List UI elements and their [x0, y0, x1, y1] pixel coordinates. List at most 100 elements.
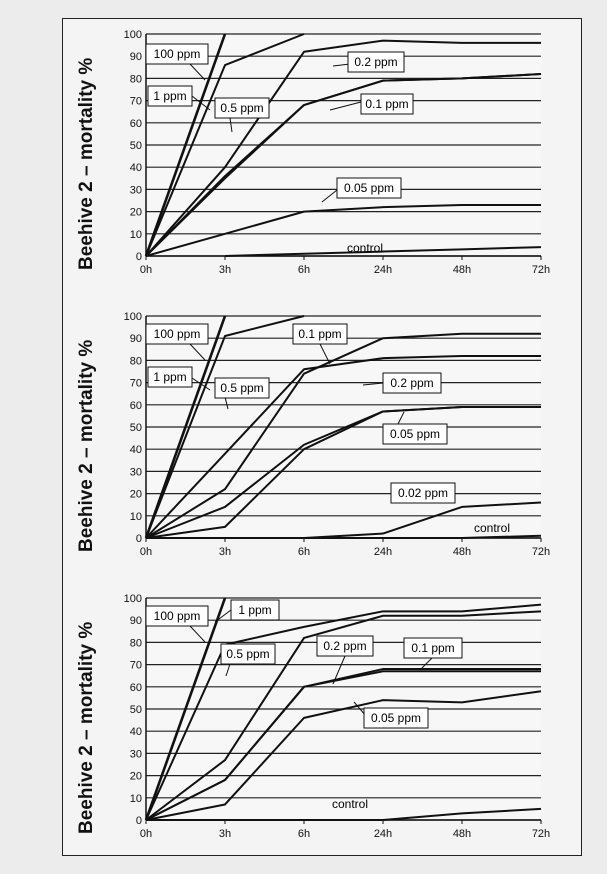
y-tick-label: 80: [130, 355, 142, 367]
y-tick-label: 10: [130, 793, 142, 805]
leader-line: [319, 343, 331, 365]
series-label: 0.2 ppm: [323, 639, 366, 653]
series-label-box: [145, 43, 209, 65]
y-tick-label: 50: [130, 704, 142, 716]
y-tick-label: 30: [130, 466, 142, 478]
series-label: 0.5 ppm: [220, 381, 263, 395]
y-tick-label: 40: [130, 444, 142, 456]
y-tick-label: 50: [130, 422, 142, 434]
leader-line: [329, 101, 362, 111]
y-tick-label: 90: [130, 51, 142, 63]
y-tick-label: 10: [130, 511, 142, 523]
series-line-100-ppm: [144, 597, 227, 821]
series-label: 0.1 ppm: [365, 97, 408, 111]
chart-3-plot: 0 10 20 30 40 50 60 70 80 90 100 0h 3h 6h 24h 48h 72h 100…: [124, 593, 551, 840]
series-line-0_1-ppm: [145, 668, 541, 821]
chart-2-plot: 0 10 20 30 40 50 60 70 80 90 100 0h 3h 6h 24h 48h 72h 100…: [124, 311, 551, 558]
series-label: 1 ppm: [238, 603, 271, 617]
chart-1-plot: 0 10 20 30 40 50 60 70 80 90 100 0h 3h 6h 24h 48h 72h 100…: [124, 29, 551, 276]
y-tick-label: 100: [124, 593, 142, 605]
x-tick-label: 3h: [219, 828, 231, 840]
y-tick-label: 10: [130, 229, 142, 241]
series-line-0_02-ppm: [303, 501, 542, 539]
series-label-box: [347, 51, 405, 73]
series-label: 100 ppm: [154, 609, 201, 623]
x-tick-label: 48h: [453, 264, 471, 276]
chart-panel-3: Beehive 2 – mortality % 0 10 20 30 40 50 60 70 8…: [0, 564, 607, 846]
y-tick-label: 90: [130, 333, 142, 345]
x-tick-label: 6h: [298, 264, 310, 276]
series-label: 0.1 ppm: [411, 641, 454, 655]
series-label: 100 ppm: [154, 327, 201, 341]
leader-line: [214, 609, 232, 623]
series-line-0_1-ppm: [145, 332, 541, 539]
x-tick-label: 6h: [298, 546, 310, 558]
series-label: 0.05 ppm: [390, 427, 440, 441]
series-line-control: [146, 534, 542, 539]
series-label-box: [390, 482, 456, 504]
x-tick-label: 24h: [374, 828, 392, 840]
y-tick-label: 50: [130, 140, 142, 152]
series-label: 0.5 ppm: [226, 647, 269, 661]
series-line-1-ppm: [145, 315, 305, 539]
leader-line: [191, 95, 211, 111]
x-tick-label: 72h: [532, 264, 550, 276]
y-tick-label: 70: [130, 378, 142, 390]
x-tick-label: 0h: [140, 264, 152, 276]
leader-line: [362, 382, 384, 386]
series-label: 0.02 ppm: [398, 486, 448, 500]
x-tick-label: 0h: [140, 546, 152, 558]
leader-line: [189, 63, 206, 81]
series-label-box: [145, 605, 209, 627]
series-label-box: [214, 377, 270, 399]
series-label-box: [214, 97, 270, 119]
series-label-box: [360, 93, 414, 115]
leader-line: [321, 189, 338, 203]
series-line-control: [224, 246, 542, 257]
series-line-100-ppm: [144, 33, 227, 257]
y-tick-label: 100: [124, 29, 142, 41]
series-label: 0.05 ppm: [344, 181, 394, 195]
leader-line: [419, 657, 433, 671]
series-label-box: [336, 177, 402, 199]
x-tick-label: 6h: [298, 828, 310, 840]
y-tick-label: 20: [130, 489, 142, 501]
y-tick-label: 80: [130, 637, 142, 649]
series-line-0_1-ppm: [145, 72, 542, 257]
series-label-box: [403, 637, 463, 659]
series-label-box: [292, 323, 348, 345]
series-label-box: [147, 366, 193, 388]
x-tick-label: 48h: [453, 546, 471, 558]
series-line-0_5-ppm: [145, 39, 541, 257]
series-label: control: [474, 521, 510, 535]
x-tick-label: 0h: [140, 828, 152, 840]
y-tick-label: 90: [130, 615, 142, 627]
series-line-control: [146, 807, 542, 821]
series-label: control: [332, 797, 368, 811]
series-line-1-ppm: [145, 33, 305, 257]
leader-line: [224, 396, 229, 410]
x-tick-label: 72h: [532, 546, 550, 558]
series-label: 100 ppm: [154, 47, 201, 61]
y-tick-label: 100: [124, 311, 142, 323]
series-line-0_5-ppm: [145, 610, 542, 821]
y-tick-label: 30: [130, 184, 142, 196]
x-tick-label: 72h: [532, 828, 550, 840]
series-line-0_05-ppm: [145, 690, 542, 821]
series-label: control: [347, 241, 383, 255]
x-tick-label: 48h: [453, 828, 471, 840]
chart-panel-1: Beehive 2 – mortality % 0 10 20 30 40 50 60 70 8…: [0, 0, 607, 282]
y-tick-label: 60: [130, 400, 142, 412]
series-label: 0.2 ppm: [354, 55, 397, 69]
chart-panel-2: Beehive 2 – mortality % 0 10 20 30 40 50 60 70 8…: [0, 282, 607, 564]
series-label: 1 ppm: [153, 370, 186, 384]
series-label-box: [147, 85, 193, 107]
series-label: 0.5 ppm: [220, 101, 263, 115]
series-label-box: [382, 372, 442, 394]
leader-line: [189, 625, 206, 643]
series-label-box: [316, 635, 374, 657]
y-tick-label: 0: [136, 533, 142, 545]
series-line-100-ppm: [144, 315, 227, 539]
leader-line: [225, 663, 231, 677]
leader-line: [332, 63, 351, 67]
